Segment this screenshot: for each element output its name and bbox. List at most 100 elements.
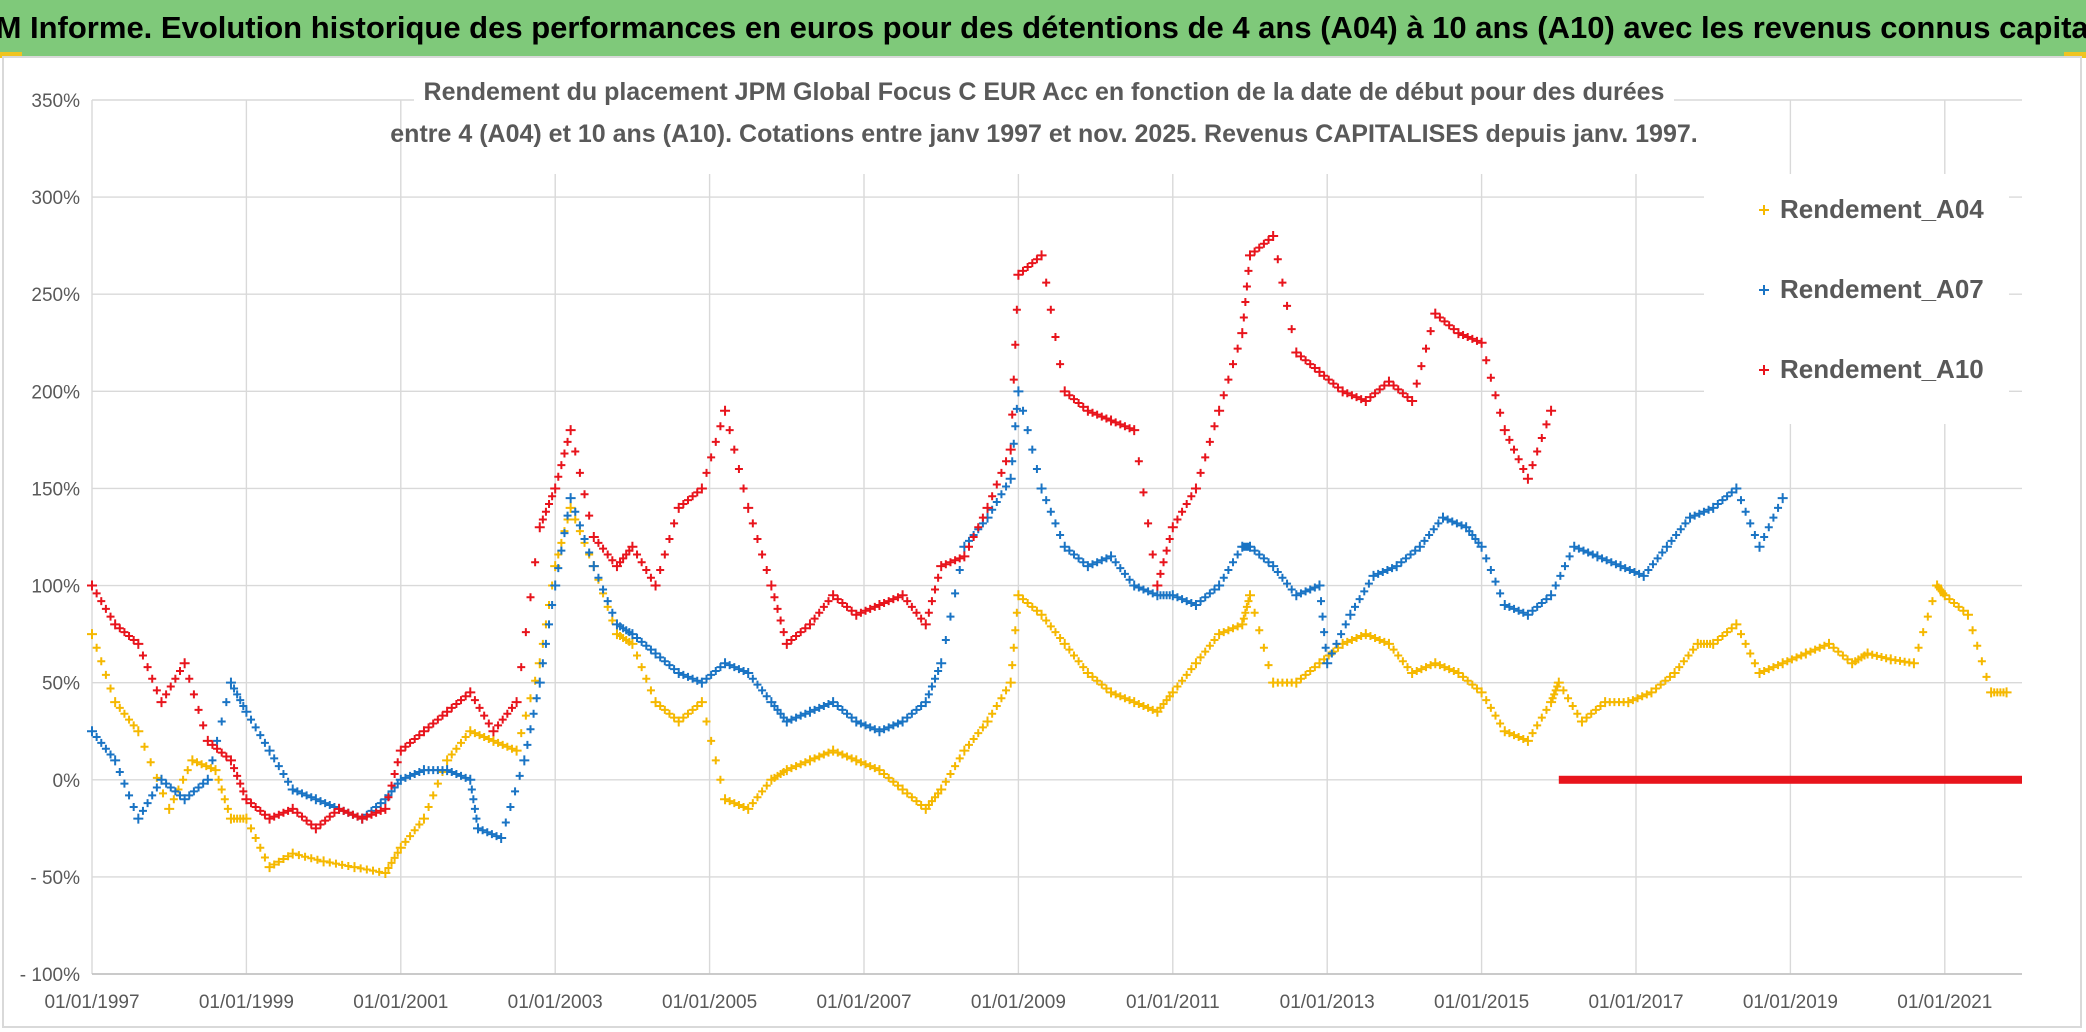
point-Rendement_A07 <box>264 745 293 786</box>
x-tick-label: 01/01/2011 <box>1126 992 1220 1013</box>
point-Rendement_A10 <box>1013 255 1041 280</box>
point-Rendement_A04 <box>1731 619 1759 668</box>
point-Rendement_A10 <box>133 638 161 695</box>
point-Rendement_A10 <box>720 405 748 493</box>
point-Rendement_A07 <box>565 493 594 557</box>
x-axis-ticks: 01/01/1997 01/01/1999 01/01/2001 01/01/2003… <box>44 992 1992 1013</box>
point-Rendement_A10 <box>357 806 385 824</box>
point-Rendement_A04 <box>1939 590 1968 615</box>
point-Rendement_A04 <box>1013 590 1041 615</box>
point-Rendement_A07 <box>936 566 964 669</box>
point-Rendement_A10 <box>1546 405 1557 416</box>
x-tick-label: 01/01/2005 <box>662 992 757 1013</box>
y-tick-label: - 100% <box>20 965 80 986</box>
point-Rendement_A07 <box>627 629 655 654</box>
point-Rendement_A10 <box>241 794 269 819</box>
point-Rendement_A07 <box>110 755 138 811</box>
x-tick-label: 01/01/2019 <box>1743 992 1838 1013</box>
point-Rendement_A04 <box>1407 661 1435 678</box>
y-tick-label: 350% <box>31 91 80 112</box>
point-Rendement_A04 <box>1337 632 1366 649</box>
y-tick-label: 100% <box>31 577 80 598</box>
point-Rendement_A04 <box>1383 638 1412 672</box>
point-Rendement_A07 <box>534 600 557 688</box>
point-Rendement_A04 <box>804 748 833 766</box>
point-Rendement_A07 <box>1106 551 1134 584</box>
point-Rendement_A10 <box>743 502 771 575</box>
point-Rendement_A10 <box>442 692 470 717</box>
x-tick-label: 01/01/2009 <box>971 992 1066 1013</box>
point-Rendement_A04 <box>1522 705 1551 746</box>
point-Rendement_A07 <box>241 706 269 747</box>
point-Rendement_A10 <box>828 590 856 615</box>
point-Rendement_A07 <box>1245 541 1273 567</box>
point-Rendement_A04 <box>1862 648 1891 663</box>
point-Rendement_A04 <box>1800 641 1829 659</box>
point-Rendement_A07 <box>897 701 926 727</box>
point-Rendement_A04 <box>781 758 810 776</box>
point-Rendement_A07 <box>804 700 833 717</box>
point-Rendement_A10 <box>1407 327 1435 407</box>
point-Rendement_A04 <box>936 754 964 795</box>
point-Rendement_A10 <box>1337 386 1366 404</box>
point-Rendement_A07 <box>496 771 524 844</box>
point-Rendement_A07 <box>1414 519 1443 552</box>
point-Rendement_A07 <box>1499 599 1528 617</box>
point-Rendement_A07 <box>465 774 481 823</box>
point-Rendement_A04 <box>87 629 115 693</box>
x-tick-label: 01/01/2017 <box>1588 992 1683 1013</box>
point-Rendement_A04 <box>1082 667 1111 693</box>
point-Rendement_A07 <box>1661 519 1690 552</box>
point-Rendement_A04 <box>380 848 402 879</box>
point-Rendement_A07 <box>202 698 231 785</box>
point-Rendement_A07 <box>1167 590 1196 608</box>
point-Rendement_A10 <box>627 541 655 582</box>
x-tick-label: 01/01/2013 <box>1280 992 1375 1013</box>
point-Rendement_A10 <box>1476 337 1505 417</box>
point-Rendement_A10 <box>804 597 833 630</box>
point-Rendement_A04 <box>1106 687 1134 705</box>
point-Rendement_A10 <box>202 735 231 761</box>
point-Rendement_A10 <box>418 711 447 737</box>
point-Rendement_A04 <box>318 856 353 871</box>
point-Rendement_A07 <box>1754 503 1783 552</box>
x-tick-label: 01/01/2001 <box>353 992 448 1013</box>
point-Rendement_A07 <box>1391 546 1420 572</box>
point-Rendement_A04 <box>1360 629 1389 646</box>
point-Rendement_A04 <box>1245 590 1273 670</box>
y-tick-label: 200% <box>31 382 80 403</box>
point-Rendement_A04 <box>1962 609 1991 681</box>
point-Rendement_A07 <box>1082 554 1111 572</box>
point-Rendement_A10 <box>874 593 902 610</box>
legend: Rendement_A04 Rendement_A07 Rendement_A10 <box>1759 194 1984 384</box>
point-Rendement_A07 <box>1708 488 1736 513</box>
point-Rendement_A07 <box>550 511 572 591</box>
point-Rendement_A10 <box>287 803 316 829</box>
point-Rendement_A10 <box>936 554 964 572</box>
point-Rendement_A10 <box>1245 235 1273 261</box>
corner-accent-left <box>0 52 22 58</box>
point-Rendement_A04 <box>627 638 655 695</box>
y-tick-label: 0% <box>53 771 81 792</box>
point-Rendement_A04 <box>1453 667 1481 693</box>
x-tick-label: 01/01/1997 <box>44 992 139 1013</box>
point-Rendement_A07 <box>1059 541 1088 567</box>
point-Rendement_A04 <box>1129 697 1157 714</box>
point-Rendement_A10 <box>673 488 702 513</box>
zero-band-Rendement_A10 <box>1558 775 2022 784</box>
point-Rendement_A07 <box>1461 522 1483 547</box>
point-Rendement_A04 <box>511 676 540 756</box>
x-tick-label: 01/01/1999 <box>199 992 294 1013</box>
point-Rendement_A04 <box>241 813 269 862</box>
point-Rendement_A07 <box>851 716 879 734</box>
point-Rendement_A10 <box>1167 492 1196 533</box>
y-tick-label: 250% <box>31 285 80 306</box>
point-Rendement_A07 <box>1368 564 1397 581</box>
point-Rendement_A04 <box>1167 665 1196 698</box>
point-Rendement_A07 <box>519 694 541 766</box>
point-Rendement_A10 <box>156 667 185 708</box>
chart-svg: 350% 300% 250% 200% 150% 100% 50% 0% - 50% - 100%… <box>20 64 2022 1013</box>
corner-accent-right <box>2064 52 2086 58</box>
point-Rendement_A10 <box>179 658 208 730</box>
x-tick-label: 01/01/2007 <box>816 992 911 1013</box>
